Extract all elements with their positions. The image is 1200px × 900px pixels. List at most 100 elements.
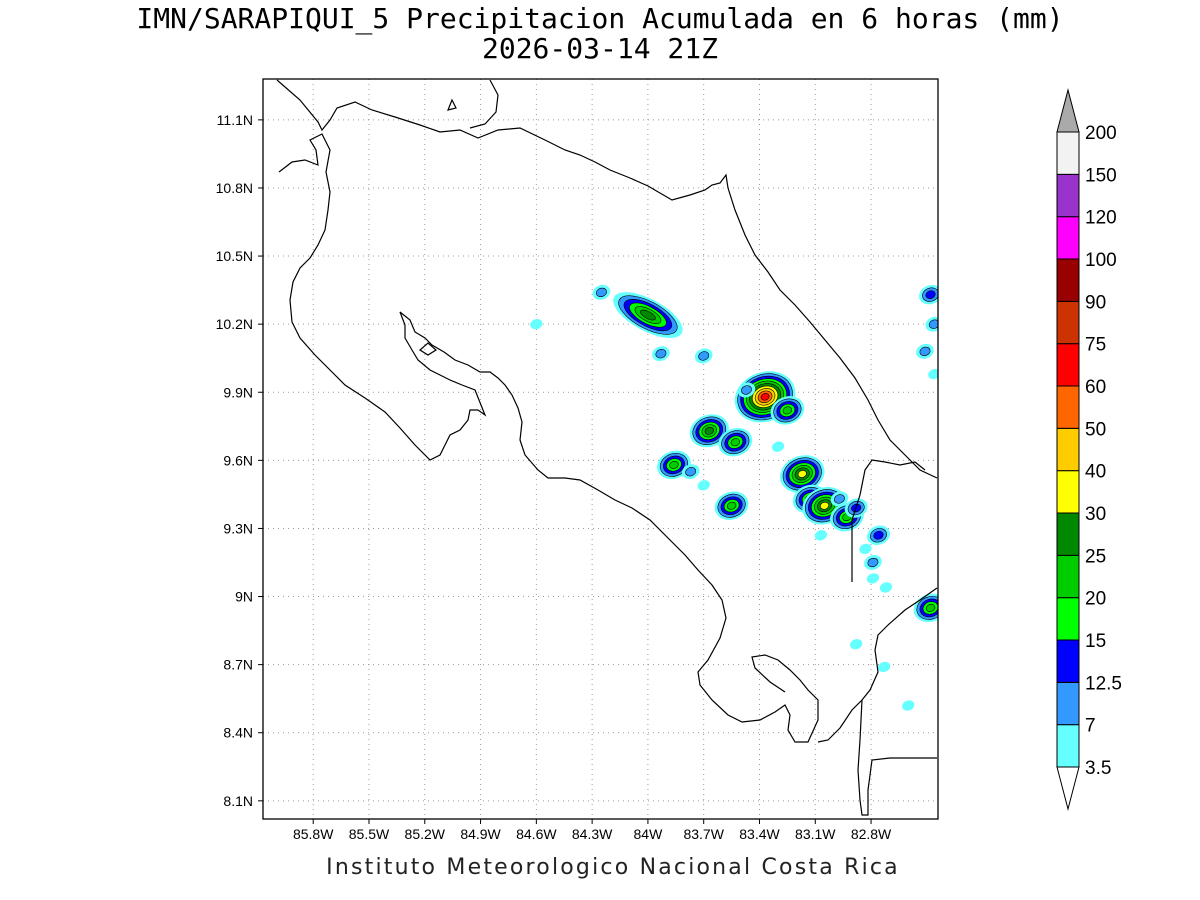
map-frame bbox=[262, 78, 939, 820]
legend-level-label: 15 bbox=[1085, 631, 1106, 652]
precip-contour bbox=[640, 309, 656, 321]
precip-contour bbox=[655, 349, 667, 359]
lon-tick-label: 85.8W bbox=[293, 826, 334, 842]
precip-contour bbox=[704, 426, 714, 435]
lon-tick-label: 84.3W bbox=[572, 826, 613, 842]
precip-cell bbox=[864, 555, 882, 570]
precip-cell bbox=[866, 573, 880, 584]
legend-color-swatch bbox=[1056, 131, 1080, 175]
precip-contour bbox=[530, 318, 543, 330]
lat-tick-label: 9N bbox=[235, 589, 253, 605]
lon-tick-label: 84.6W bbox=[516, 826, 557, 842]
legend-color-swatch bbox=[1056, 639, 1080, 683]
precip-cell bbox=[697, 480, 710, 491]
legend-level-label: 50 bbox=[1085, 419, 1106, 440]
precip-contour bbox=[859, 543, 872, 555]
legend-level-label: 200 bbox=[1085, 123, 1117, 144]
precip-contour bbox=[730, 438, 740, 447]
precip-cell bbox=[925, 316, 938, 332]
precip-contour bbox=[820, 501, 830, 510]
precip-contour bbox=[919, 346, 931, 357]
lat-tick-label: 11.1N bbox=[217, 112, 253, 128]
precip-cell bbox=[770, 396, 805, 425]
legend-level-label: 30 bbox=[1085, 504, 1106, 525]
precip-cell bbox=[718, 427, 753, 457]
precip-contour bbox=[595, 287, 607, 298]
legend-level-label: 60 bbox=[1085, 377, 1106, 398]
precip-contour bbox=[669, 460, 679, 469]
legend-color-swatch bbox=[1056, 300, 1080, 345]
legend-min-triangle bbox=[1056, 766, 1080, 811]
credit-line: Instituto Meteorologico Nacional Costa R… bbox=[326, 855, 900, 880]
precip-cell bbox=[913, 593, 938, 623]
burica-peninsula bbox=[857, 699, 937, 816]
precip-cell bbox=[916, 343, 934, 359]
precip-contour bbox=[814, 530, 827, 541]
lat-tick-label: 10.5N bbox=[216, 248, 253, 264]
precip-contour bbox=[834, 494, 845, 504]
precip-cell bbox=[737, 382, 756, 398]
precip-cell bbox=[877, 661, 891, 673]
lat-tick-label: 8.1N bbox=[223, 793, 253, 809]
precip-contour bbox=[782, 406, 793, 415]
precip-cell bbox=[694, 348, 713, 364]
lon-tick-label: 82.8W bbox=[851, 826, 892, 842]
precip-cell bbox=[681, 464, 700, 480]
legend-level-label: 75 bbox=[1085, 335, 1106, 356]
legend-color-swatch bbox=[1056, 258, 1080, 302]
color-legend: 3.5 7 12.5 15 20 25 30 40 50 60 75 90 100 120 150 200 bbox=[1056, 88, 1122, 811]
legend-level-label: 3.5 bbox=[1085, 758, 1111, 779]
precip-cell bbox=[919, 284, 938, 305]
precip-cell bbox=[714, 491, 749, 520]
precip-contour bbox=[879, 582, 893, 593]
precip-cell bbox=[879, 582, 893, 593]
legend-color-swatch bbox=[1056, 427, 1080, 472]
lon-tick-label: 85.2W bbox=[405, 826, 446, 842]
lat-tick-label: 10.8N bbox=[216, 180, 253, 196]
precip-contour bbox=[928, 368, 938, 380]
precip-contour bbox=[928, 319, 938, 329]
legend-level-label: 25 bbox=[1085, 546, 1106, 567]
legend-color-swatch bbox=[1056, 681, 1080, 726]
legend-level-label: 120 bbox=[1085, 208, 1117, 229]
coastline-guanacaste bbox=[278, 133, 487, 461]
precip-contour bbox=[925, 290, 936, 299]
lon-tick-label: 83.7W bbox=[683, 826, 724, 842]
legend-color-swatch bbox=[1056, 597, 1080, 641]
precip-contour bbox=[925, 603, 936, 612]
precip-cell bbox=[689, 414, 729, 448]
precip-cell bbox=[902, 700, 915, 711]
legend-color-swatch bbox=[1056, 512, 1080, 556]
lake-islet bbox=[447, 98, 457, 111]
precip-cell bbox=[530, 318, 543, 330]
map-valid-time: 2026-03-14 21Z bbox=[481, 32, 718, 65]
legend-color-swatch bbox=[1056, 343, 1080, 387]
precip-contour bbox=[877, 661, 891, 673]
legend-max-triangle bbox=[1056, 88, 1080, 133]
lat-tick-label: 9.6N bbox=[223, 452, 253, 468]
legend-level-label: 100 bbox=[1085, 250, 1117, 271]
precip-contour bbox=[873, 530, 884, 540]
legend-level-label: 12.5 bbox=[1085, 673, 1122, 694]
coastline-south bbox=[817, 587, 938, 743]
precip-cell bbox=[814, 530, 827, 541]
precip-cell bbox=[850, 639, 863, 650]
legend-level-label: 40 bbox=[1085, 462, 1106, 483]
precip-contour bbox=[741, 385, 752, 395]
legend-color-swatch bbox=[1056, 724, 1080, 768]
precip-cell bbox=[830, 491, 849, 507]
island bbox=[418, 342, 438, 356]
precip-contour bbox=[698, 351, 710, 361]
precip-contour bbox=[697, 480, 710, 491]
legend-color-swatch bbox=[1056, 216, 1080, 260]
precip-contour bbox=[797, 470, 807, 478]
panama-border bbox=[851, 459, 926, 582]
precip-contour bbox=[850, 639, 863, 650]
legend-color-swatch bbox=[1056, 470, 1080, 514]
precip-contour bbox=[685, 467, 697, 477]
precip-cell bbox=[779, 455, 825, 493]
graticule bbox=[263, 79, 938, 819]
precip-cell bbox=[592, 284, 611, 300]
axis-labels: 85.8W 85.5W 85.2W 84.9W 84.6W 84.3W 84W 83.7W 83… bbox=[216, 112, 892, 842]
precipitation-cells bbox=[530, 284, 938, 711]
